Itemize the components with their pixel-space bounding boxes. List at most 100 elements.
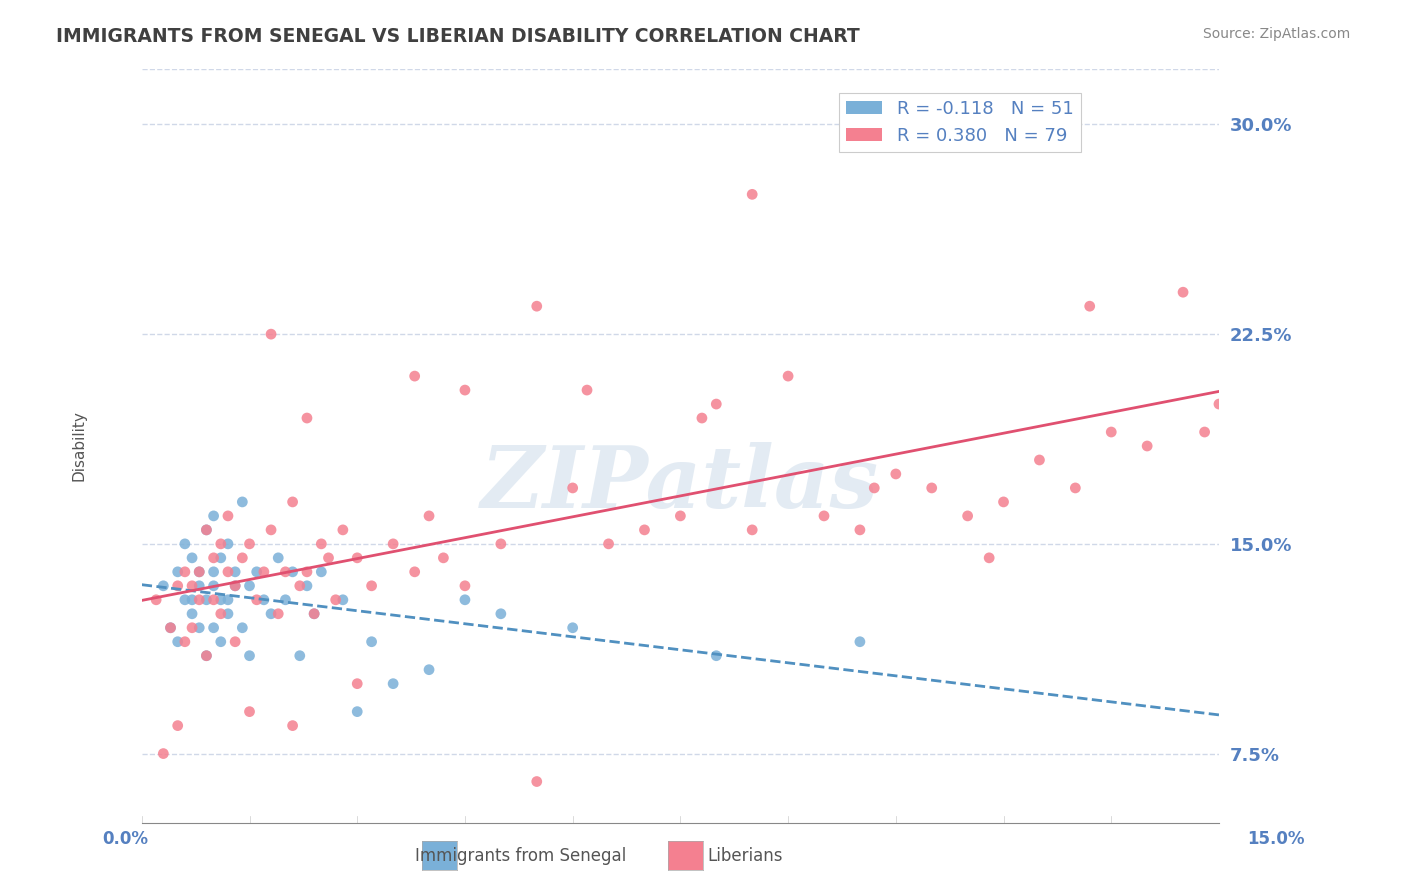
- Point: [318, 550, 340, 565]
- Point: [489, 607, 512, 621]
- Point: [325, 592, 347, 607]
- Point: [217, 592, 239, 607]
- Point: [246, 565, 269, 579]
- Point: [159, 621, 181, 635]
- Point: [202, 621, 225, 635]
- Point: [238, 579, 260, 593]
- Point: [209, 537, 232, 551]
- Point: [454, 579, 477, 593]
- Point: [166, 565, 188, 579]
- Point: [267, 607, 290, 621]
- Point: [202, 508, 225, 523]
- Point: [238, 648, 260, 663]
- Point: [188, 565, 211, 579]
- Point: [202, 592, 225, 607]
- Point: [311, 537, 333, 551]
- Point: [454, 592, 477, 607]
- Point: [202, 579, 225, 593]
- Point: [778, 369, 800, 384]
- Point: [346, 676, 368, 690]
- Point: [209, 550, 232, 565]
- Point: [181, 592, 204, 607]
- Point: [633, 523, 655, 537]
- Point: [260, 523, 283, 537]
- Point: [295, 411, 318, 425]
- Point: [561, 621, 583, 635]
- Point: [346, 705, 368, 719]
- Point: [561, 481, 583, 495]
- Point: [195, 523, 218, 537]
- Point: [295, 565, 318, 579]
- Point: [173, 634, 195, 648]
- Point: [741, 523, 763, 537]
- Point: [360, 634, 382, 648]
- Point: [217, 607, 239, 621]
- Point: [418, 663, 440, 677]
- Point: [281, 718, 304, 732]
- Point: [1028, 453, 1050, 467]
- Point: [382, 537, 405, 551]
- Point: [993, 495, 1015, 509]
- Point: [921, 481, 943, 495]
- Point: [231, 550, 253, 565]
- Point: [849, 634, 872, 648]
- Point: [181, 621, 204, 635]
- Point: [173, 537, 195, 551]
- Point: [195, 592, 218, 607]
- Point: [741, 187, 763, 202]
- Point: [1064, 481, 1087, 495]
- Point: [159, 621, 181, 635]
- Point: [295, 579, 318, 593]
- Point: [288, 648, 311, 663]
- Point: [302, 607, 325, 621]
- Point: [404, 565, 426, 579]
- Point: [863, 481, 886, 495]
- Point: [669, 508, 692, 523]
- Point: [382, 676, 405, 690]
- Point: [231, 495, 253, 509]
- Point: [253, 592, 276, 607]
- Point: [704, 648, 727, 663]
- Y-axis label: Disability: Disability: [72, 410, 86, 482]
- Point: [1208, 397, 1230, 411]
- Point: [1136, 439, 1159, 453]
- Point: [224, 634, 246, 648]
- Text: Immigrants from Senegal: Immigrants from Senegal: [415, 847, 626, 865]
- Point: [195, 523, 218, 537]
- Point: [288, 579, 311, 593]
- Point: [253, 565, 276, 579]
- Point: [704, 397, 727, 411]
- Point: [274, 592, 297, 607]
- Text: Liberians: Liberians: [707, 847, 783, 865]
- Point: [360, 579, 382, 593]
- Point: [166, 634, 188, 648]
- Point: [224, 579, 246, 593]
- Point: [209, 634, 232, 648]
- Point: [173, 592, 195, 607]
- Point: [246, 592, 269, 607]
- Point: [188, 592, 211, 607]
- Point: [181, 607, 204, 621]
- Point: [404, 369, 426, 384]
- Text: 15.0%: 15.0%: [1247, 830, 1305, 847]
- Point: [238, 537, 260, 551]
- Point: [1171, 285, 1194, 300]
- Point: [152, 747, 174, 761]
- Text: IMMIGRANTS FROM SENEGAL VS LIBERIAN DISABILITY CORRELATION CHART: IMMIGRANTS FROM SENEGAL VS LIBERIAN DISA…: [56, 27, 860, 45]
- Point: [209, 607, 232, 621]
- Point: [188, 565, 211, 579]
- Point: [181, 579, 204, 593]
- Point: [526, 774, 548, 789]
- Text: ZIPatlas: ZIPatlas: [481, 442, 879, 525]
- Point: [979, 550, 1001, 565]
- Point: [432, 550, 454, 565]
- Point: [217, 508, 239, 523]
- Point: [195, 648, 218, 663]
- Point: [690, 411, 713, 425]
- Text: 0.0%: 0.0%: [103, 830, 149, 847]
- Point: [181, 550, 204, 565]
- Text: Source: ZipAtlas.com: Source: ZipAtlas.com: [1202, 27, 1350, 41]
- Point: [217, 565, 239, 579]
- Point: [281, 565, 304, 579]
- Point: [489, 537, 512, 551]
